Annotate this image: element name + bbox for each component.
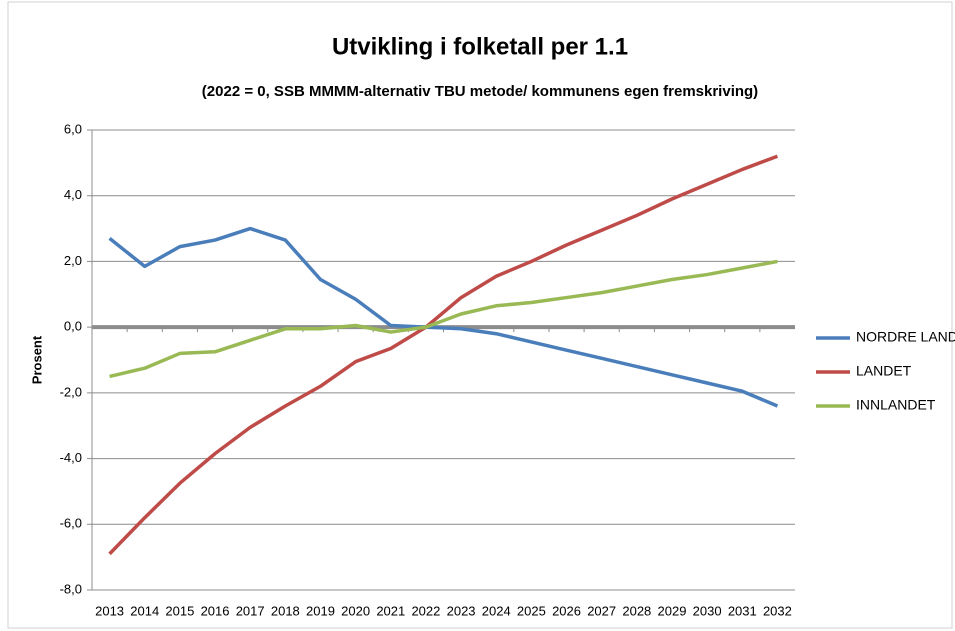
y-tick-label: 0,0 [64, 319, 82, 334]
y-tick-label: 4,0 [64, 187, 82, 202]
legend-label: NORDRE LAND [856, 329, 955, 345]
y-tick-label: -4,0 [60, 450, 82, 465]
legend-label: LANDET [856, 363, 912, 379]
x-tick-label: 2018 [271, 603, 300, 618]
x-tick-label: 2029 [658, 603, 687, 618]
chart-subtitle: (2022 = 0, SSB MMMM-alternativ TBU metod… [202, 83, 758, 100]
y-tick-label: 2,0 [64, 253, 82, 268]
x-tick-label: 2027 [587, 603, 616, 618]
legend-label: INNLANDET [856, 397, 936, 413]
x-tick-label: 2026 [552, 603, 581, 618]
x-tick-label: 2022 [411, 603, 440, 618]
y-tick-label: -2,0 [60, 384, 82, 399]
x-tick-label: 2013 [95, 603, 124, 618]
x-tick-label: 2015 [165, 603, 194, 618]
x-tick-label: 2025 [517, 603, 546, 618]
x-tick-label: 2016 [201, 603, 230, 618]
x-tick-label: 2030 [693, 603, 722, 618]
x-tick-label: 2017 [236, 603, 265, 618]
series-line [109, 259, 778, 379]
series-line [108, 154, 779, 556]
x-tick-label: 2032 [763, 603, 792, 618]
x-tick-label: 2031 [728, 603, 757, 618]
x-tick-label: 2020 [341, 603, 370, 618]
x-tick-label: 2021 [376, 603, 405, 618]
chart-frame [7, 1, 953, 629]
x-tick-label: 2028 [622, 603, 651, 618]
y-tick-label: 6,0 [64, 121, 82, 136]
y-tick-label: -6,0 [60, 516, 82, 531]
chart-title: Utvikling i folketall per 1.1 [332, 33, 628, 60]
x-tick-label: 2014 [130, 603, 159, 618]
y-tick-label: -8,0 [60, 581, 82, 596]
x-tick-label: 2024 [482, 603, 511, 618]
x-tick-label: 2019 [306, 603, 335, 618]
x-tick-label: 2023 [447, 603, 476, 618]
y-axis-label: Prosent [29, 335, 44, 384]
series-line [108, 226, 779, 408]
